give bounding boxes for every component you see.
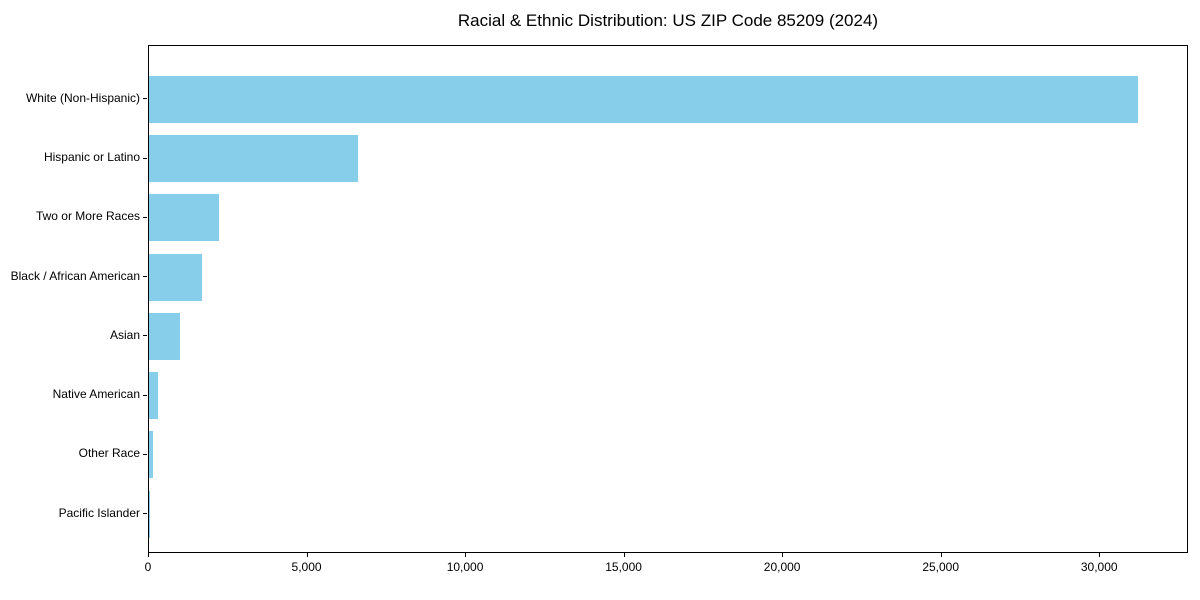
x-tick-mark (148, 553, 149, 557)
y-tick-mark (143, 394, 147, 396)
y-tick-mark (143, 335, 147, 337)
y-tick-mark (143, 98, 147, 100)
x-tick-mark (465, 553, 467, 557)
y-tick-mark (143, 157, 147, 159)
y-tick-label: Hispanic or Latino (43, 150, 140, 165)
x-tick-mark (306, 553, 308, 557)
bar (149, 372, 158, 420)
bar (149, 194, 220, 242)
bar (149, 312, 181, 360)
y-tick-label: White (Non-Hispanic) (25, 90, 140, 105)
bar (149, 253, 202, 301)
y-tick-mark (143, 276, 147, 278)
x-tick-label: 25,000 (922, 560, 960, 574)
x-tick-mark (782, 553, 784, 557)
y-tick-label: Native American (52, 387, 140, 402)
x-tick-mark (623, 553, 625, 557)
y-tick-mark (143, 513, 147, 515)
x-tick-label: 30,000 (1080, 560, 1118, 574)
y-tick-label: Black / African American (10, 268, 140, 283)
y-tick-label: Other Race (78, 446, 140, 461)
y-tick-label: Two or More Races (35, 209, 140, 224)
x-tick-label: 5,000 (291, 560, 322, 574)
y-tick-mark (143, 216, 147, 218)
chart-title: Racial & Ethnic Distribution: US ZIP Cod… (457, 11, 879, 30)
x-tick-mark (1099, 553, 1101, 557)
x-tick-mark (940, 553, 942, 557)
y-tick-label: Asian (109, 327, 140, 342)
plot-area (148, 45, 1188, 553)
y-tick-label: Pacific Islander (58, 505, 140, 520)
bar (149, 431, 153, 479)
x-tick-label: 0 (144, 560, 152, 574)
x-tick-label: 10,000 (446, 560, 484, 574)
y-tick-mark (143, 453, 147, 455)
x-tick-label: 15,000 (605, 560, 642, 574)
bar (149, 75, 1139, 123)
x-tick-label: 20,000 (763, 560, 801, 574)
bar (149, 135, 358, 183)
